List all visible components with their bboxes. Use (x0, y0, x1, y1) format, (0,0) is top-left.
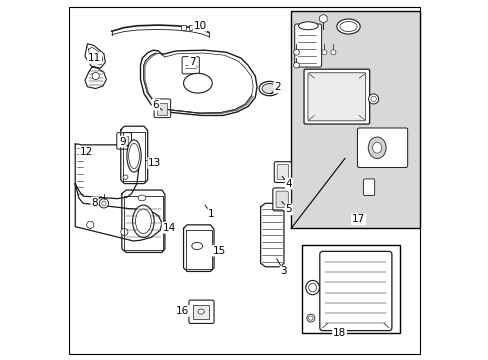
Bar (301, 244, 400, 333)
Text: 17: 17 (351, 215, 365, 224)
FancyBboxPatch shape (154, 99, 170, 118)
FancyBboxPatch shape (307, 73, 365, 121)
FancyBboxPatch shape (182, 57, 199, 74)
Ellipse shape (372, 142, 381, 153)
FancyBboxPatch shape (357, 128, 407, 167)
Circle shape (102, 201, 106, 206)
Ellipse shape (306, 314, 314, 322)
Polygon shape (260, 203, 284, 267)
Ellipse shape (126, 140, 141, 172)
FancyBboxPatch shape (277, 165, 288, 180)
Text: 2: 2 (274, 82, 280, 93)
Polygon shape (75, 144, 139, 199)
Ellipse shape (138, 195, 145, 201)
Bar (120, 136, 128, 146)
Ellipse shape (368, 94, 378, 104)
Bar (181, 26, 185, 30)
Polygon shape (183, 225, 214, 271)
Ellipse shape (308, 316, 312, 320)
Text: 14: 14 (162, 223, 176, 233)
Ellipse shape (298, 22, 318, 30)
Ellipse shape (259, 81, 280, 96)
Circle shape (321, 50, 326, 55)
Text: 16: 16 (176, 306, 189, 316)
Text: 8: 8 (91, 198, 98, 208)
FancyBboxPatch shape (294, 24, 321, 67)
Ellipse shape (128, 143, 139, 168)
Ellipse shape (198, 309, 204, 314)
Ellipse shape (122, 175, 128, 179)
Ellipse shape (135, 209, 151, 233)
Circle shape (86, 221, 94, 228)
Bar (290, 12, 419, 228)
Ellipse shape (339, 22, 356, 32)
Text: 15: 15 (212, 246, 225, 256)
Ellipse shape (336, 19, 360, 34)
FancyBboxPatch shape (276, 191, 287, 208)
Circle shape (121, 228, 128, 235)
Ellipse shape (308, 283, 316, 292)
Bar (188, 26, 192, 30)
Bar (157, 103, 167, 115)
Text: 10: 10 (193, 21, 206, 31)
FancyBboxPatch shape (117, 133, 131, 149)
Bar (195, 26, 200, 30)
Polygon shape (140, 50, 257, 116)
Text: 9: 9 (119, 137, 125, 147)
Ellipse shape (132, 205, 154, 237)
FancyBboxPatch shape (363, 179, 374, 195)
Circle shape (293, 49, 299, 55)
Bar (193, 305, 208, 319)
Circle shape (330, 50, 335, 55)
Ellipse shape (262, 84, 277, 94)
Polygon shape (85, 44, 105, 68)
Ellipse shape (191, 242, 202, 249)
Ellipse shape (305, 280, 319, 295)
Polygon shape (85, 67, 106, 89)
Circle shape (99, 199, 108, 208)
Polygon shape (75, 184, 162, 241)
Text: 18: 18 (332, 328, 346, 338)
Text: 12: 12 (80, 147, 93, 157)
FancyBboxPatch shape (274, 162, 291, 183)
Circle shape (92, 72, 99, 80)
Circle shape (293, 62, 299, 68)
Text: 6: 6 (152, 100, 159, 110)
Text: 13: 13 (148, 158, 161, 168)
FancyBboxPatch shape (304, 69, 369, 124)
Ellipse shape (367, 137, 386, 158)
FancyBboxPatch shape (272, 188, 291, 211)
Polygon shape (121, 126, 147, 184)
FancyBboxPatch shape (188, 300, 214, 323)
Text: 11: 11 (88, 53, 101, 63)
Ellipse shape (370, 96, 376, 102)
Text: 1: 1 (208, 209, 214, 219)
Text: 5: 5 (285, 204, 292, 215)
FancyBboxPatch shape (319, 251, 391, 330)
Text: 7: 7 (189, 57, 195, 67)
Bar (201, 26, 205, 30)
Polygon shape (122, 190, 164, 252)
Ellipse shape (183, 73, 212, 93)
Text: 4: 4 (285, 179, 292, 189)
Text: 3: 3 (280, 266, 286, 276)
